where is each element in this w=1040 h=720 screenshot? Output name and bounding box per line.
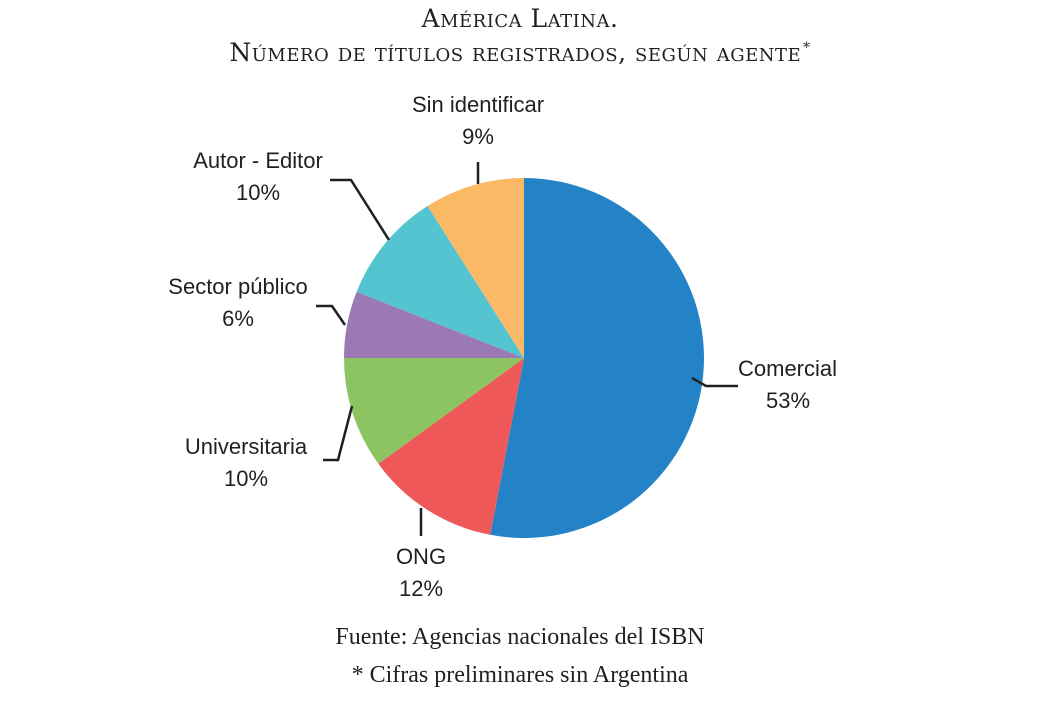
- pie-slice-sin-identificar: [427, 178, 524, 358]
- footnote-text: * Cifras preliminares sin Argentina: [351, 662, 689, 688]
- pie-slice-sector-publico: [344, 291, 524, 358]
- slice-label-sector-publico: Sector público: [168, 274, 307, 299]
- slice-labels: Comercial 53% ONG 12% Universitaria 10% Sector…: [168, 92, 837, 601]
- slice-value-sector-publico: 6%: [222, 306, 254, 331]
- slice-value-sin-identificar: 9%: [462, 124, 494, 149]
- chart-title-text-1: América Latina.: [421, 4, 619, 33]
- slice-value-autor-editor: 10%: [236, 180, 280, 205]
- leader-line-comercial: [691, 376, 738, 388]
- title-asterisk: *: [803, 39, 811, 56]
- source-text: Fuente: Agencias nacionales del ISBN: [335, 624, 705, 650]
- chart-title-line-2: Número de títulos registrados, según age…: [0, 38, 1040, 67]
- chart-title-line-1: América Latina.: [0, 4, 1040, 33]
- pie-slice-autor-editor: [356, 206, 524, 358]
- pie-slice-ong: [378, 358, 524, 535]
- slice-value-universitaria: 10%: [224, 466, 268, 491]
- pie-slices: [344, 178, 705, 539]
- pie-slice-universitaria: [344, 358, 524, 464]
- slice-label-ong: ONG: [396, 544, 446, 569]
- pie-slice-comercial: [490, 178, 705, 539]
- slice-label-autor-editor: Autor - Editor: [193, 148, 323, 173]
- leader-lines: [316, 162, 738, 536]
- chart-title-text-2: Número de títulos registrados, según age…: [229, 38, 802, 67]
- slice-value-ong: 12%: [399, 576, 443, 601]
- slice-label-universitaria: Universitaria: [185, 434, 308, 459]
- leader-line-universitaria: [323, 405, 354, 462]
- leader-line-sector-publico: [316, 304, 347, 326]
- slice-label-sin-identificar: Sin identificar: [412, 92, 544, 117]
- slice-label-comercial: Comercial: [738, 356, 837, 381]
- leader-line-autor-editor: [330, 178, 391, 241]
- slice-value-comercial: 53%: [766, 388, 810, 413]
